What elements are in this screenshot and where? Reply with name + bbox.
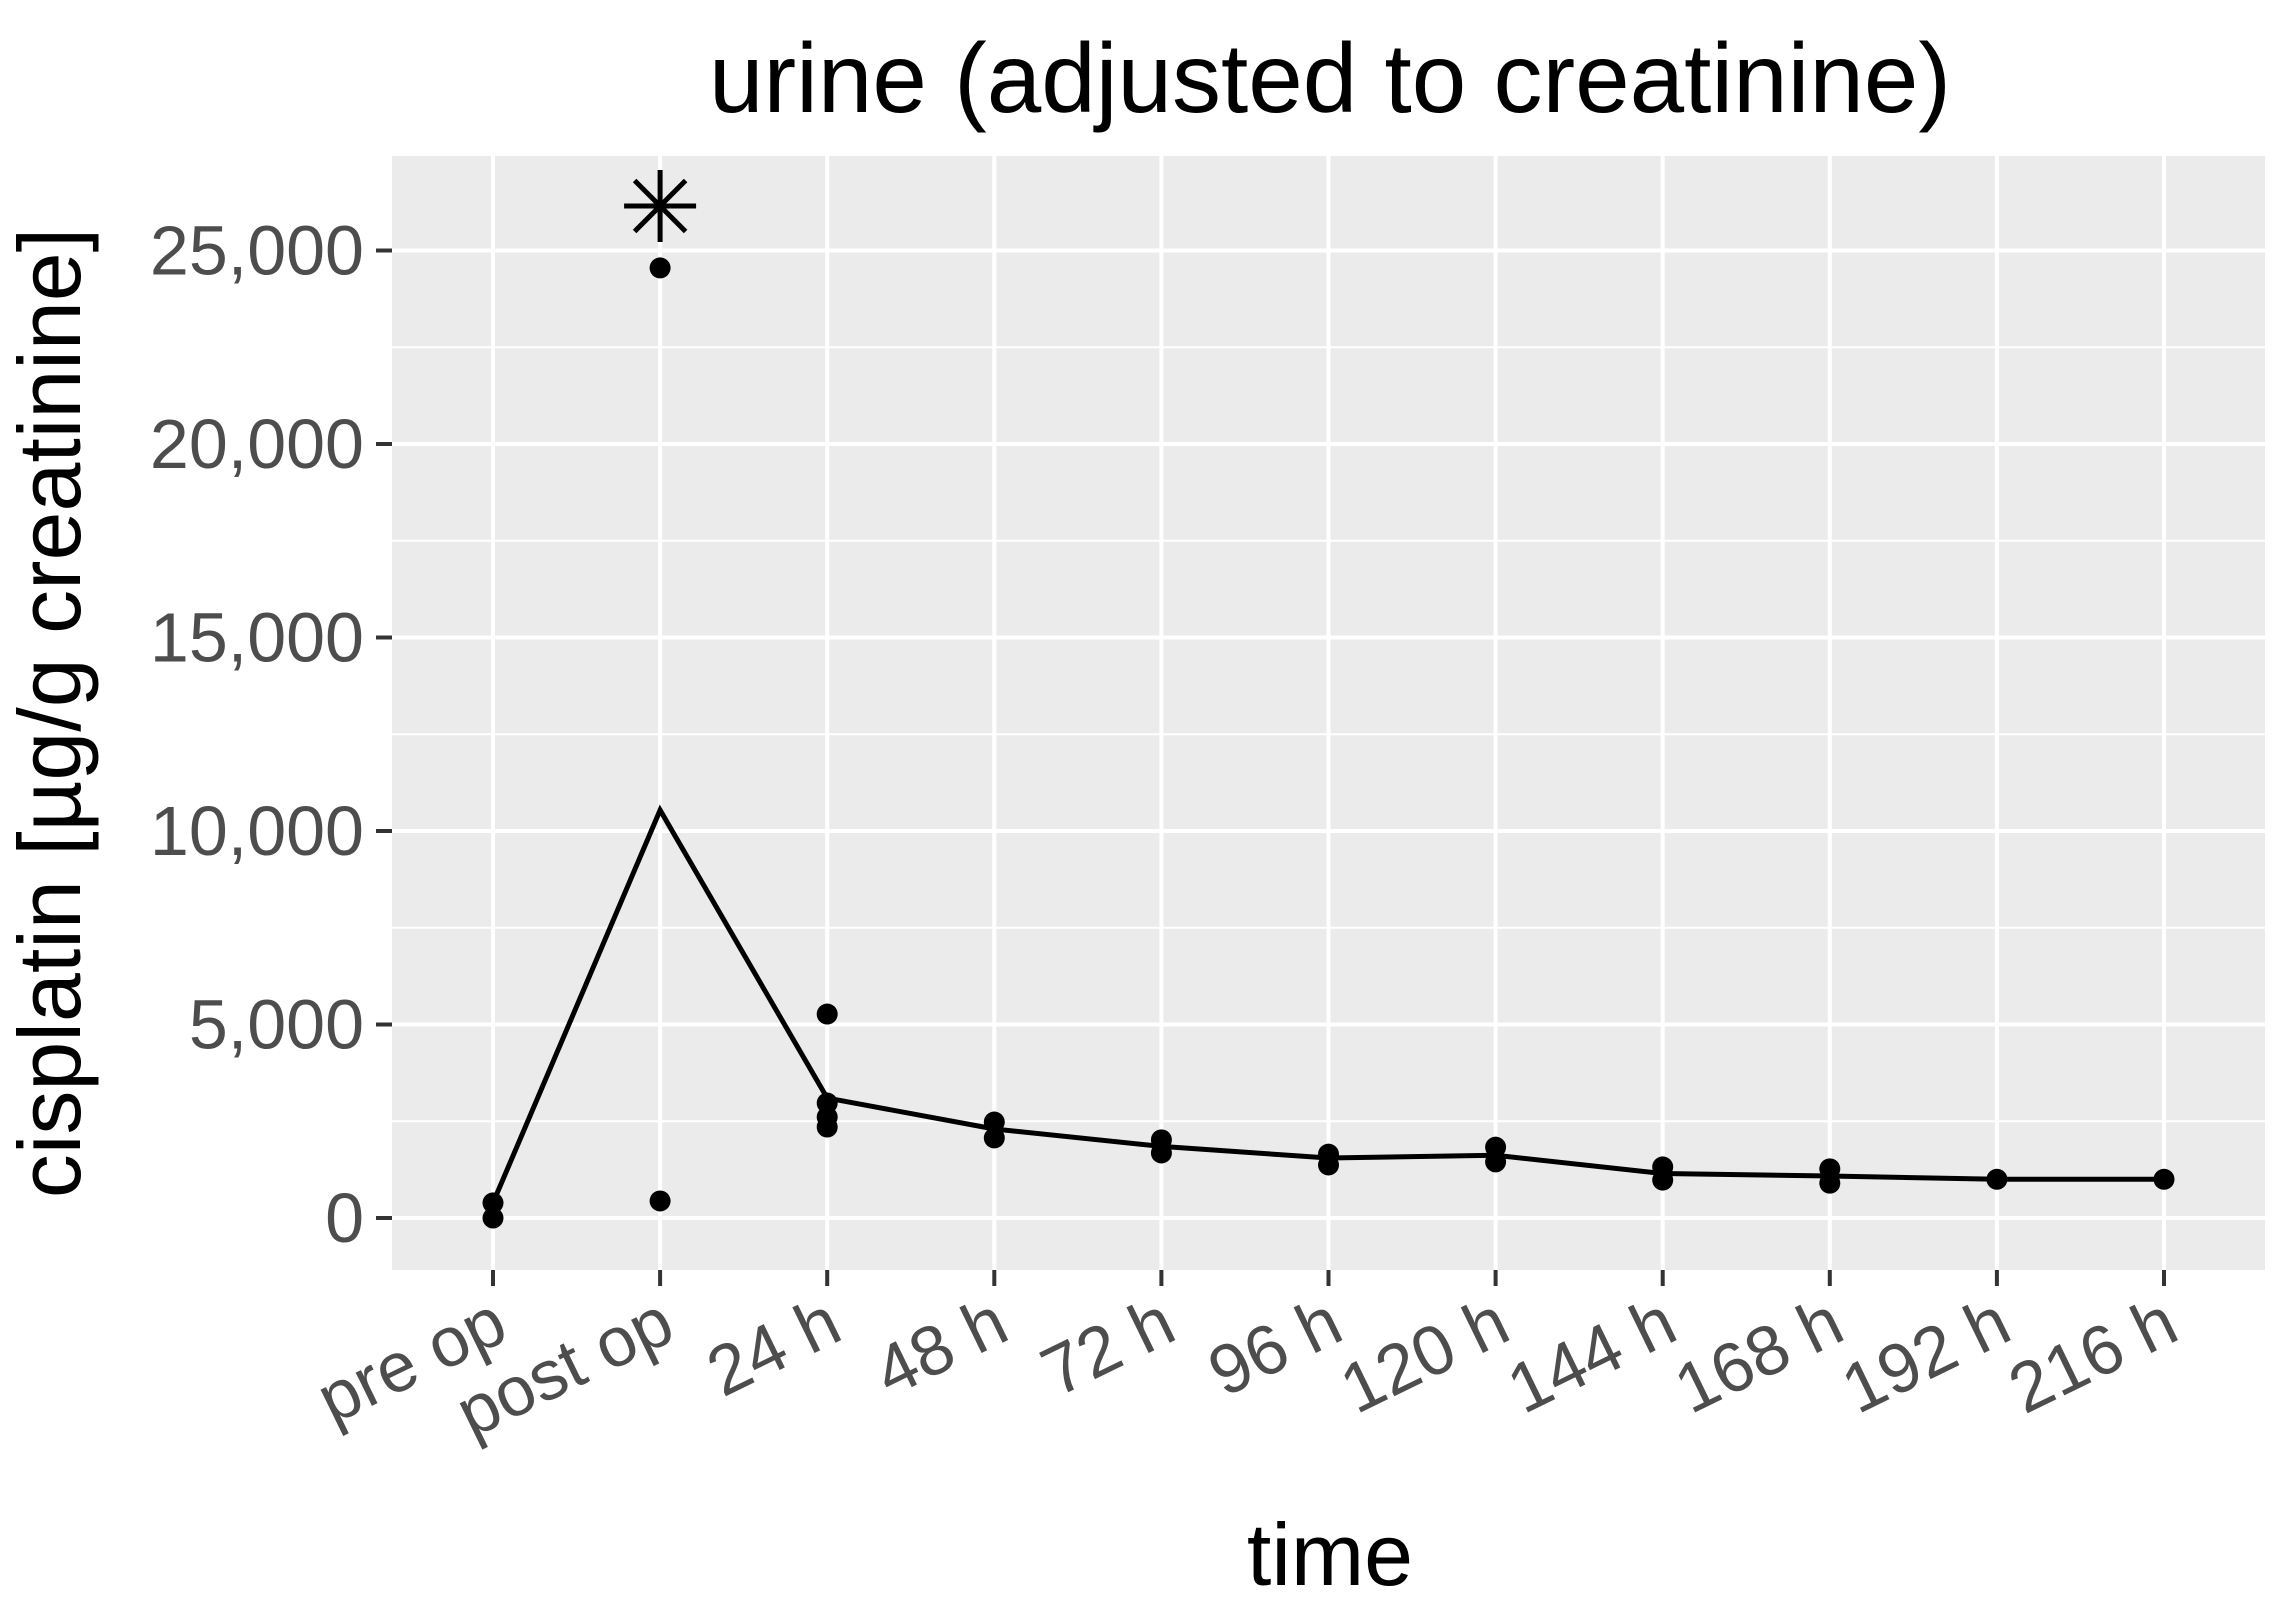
data-point xyxy=(649,1190,671,1212)
data-point xyxy=(1652,1156,1674,1178)
y-tick-label: 15,000 xyxy=(150,599,364,677)
x-tick-label: 24 h xyxy=(695,1281,852,1411)
data-point xyxy=(816,1003,838,1025)
asterisk-ray xyxy=(632,178,688,234)
x-tick-label: 120 h xyxy=(1329,1281,1521,1428)
data-point xyxy=(1986,1168,2008,1190)
x-axis-title: time xyxy=(1247,1505,1413,1604)
y-tick-label: 20,000 xyxy=(150,405,364,483)
data-point xyxy=(1318,1143,1339,1165)
data-point xyxy=(482,1192,504,1214)
panel-layer xyxy=(392,156,2265,1270)
x-tick-label: 96 h xyxy=(1196,1281,1353,1411)
data-point xyxy=(1819,1158,1841,1180)
significance-asterisk xyxy=(624,169,697,242)
data-layer xyxy=(482,169,2175,1229)
data-point xyxy=(983,1111,1005,1133)
data-point xyxy=(1485,1136,1507,1158)
data-point xyxy=(482,1207,504,1229)
chart-title: urine (adjusted to creatinine) xyxy=(709,23,1951,133)
x-tick-label: 192 h xyxy=(1830,1281,2022,1428)
data-point xyxy=(1485,1151,1507,1173)
y-tick-label: 10,000 xyxy=(150,792,364,870)
x-tick-label: 144 h xyxy=(1496,1281,1688,1428)
x-tick-label: 72 h xyxy=(1029,1281,1186,1411)
data-point xyxy=(2153,1168,2175,1190)
data-point xyxy=(649,257,671,279)
x-tick-label: 168 h xyxy=(1663,1281,1855,1428)
y-tick-label: 0 xyxy=(325,1179,364,1257)
y-tick-label: 25,000 xyxy=(150,212,364,290)
y-axis-title: cisplatin [µg/g creatinine] xyxy=(0,228,99,1198)
data-point xyxy=(983,1127,1005,1149)
y-tick-label: 5,000 xyxy=(189,986,364,1064)
x-tick-label: 216 h xyxy=(1997,1281,2189,1428)
data-point xyxy=(1150,1129,1172,1151)
data-point xyxy=(816,1092,838,1114)
x-tick-label: 48 h xyxy=(862,1281,1019,1411)
